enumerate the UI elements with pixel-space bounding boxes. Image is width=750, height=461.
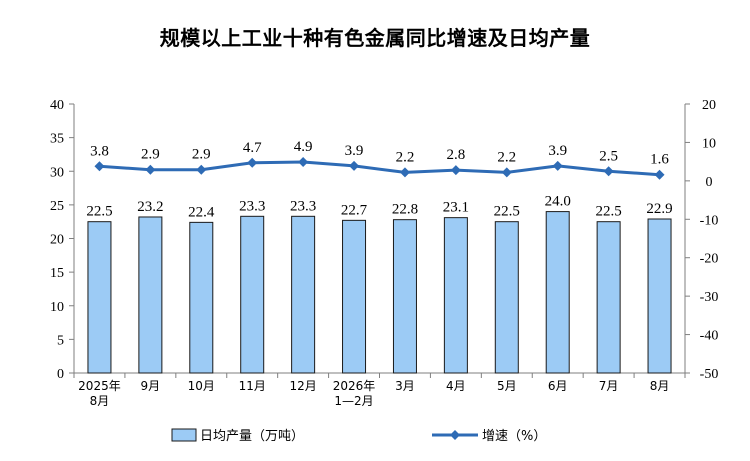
bar — [189, 221, 214, 374]
x-tick-label: 8月 — [90, 394, 110, 408]
bar-data-label: 22.5 — [86, 204, 112, 220]
bar — [494, 221, 519, 374]
line-point — [552, 160, 563, 171]
x-tick-label: 5月 — [497, 379, 517, 393]
line-point — [247, 157, 258, 168]
bar — [291, 215, 316, 374]
line-data-label: 2.2 — [396, 149, 415, 165]
bar-data-label: 22.5 — [596, 204, 622, 220]
x-tick-label: 9月 — [141, 379, 161, 393]
bar-data-label: 23.3 — [290, 198, 316, 214]
line-data-label: 4.9 — [294, 139, 313, 155]
y-left-tick-label: 10 — [50, 300, 64, 315]
x-tick-label: 8月 — [650, 379, 670, 393]
bar — [342, 219, 367, 374]
line-point — [654, 169, 665, 180]
line-data-label: 3.9 — [345, 143, 364, 159]
bar — [545, 211, 570, 374]
line-point — [298, 157, 309, 168]
line-point — [94, 161, 105, 172]
line-point — [196, 164, 207, 175]
x-tick-label: 12月 — [289, 379, 316, 393]
bar-series-layer — [87, 211, 672, 374]
bar-data-label: 22.5 — [494, 204, 520, 220]
bar — [240, 215, 265, 374]
y-right-tick-label: -40 — [700, 329, 719, 344]
line-point — [603, 166, 614, 177]
y-right-tick-label: -10 — [700, 213, 719, 228]
x-tick-label: 11月 — [239, 379, 266, 393]
y-right-tick-label: 20 — [702, 98, 716, 113]
line-data-label: 2.9 — [141, 147, 160, 163]
line-point — [349, 160, 360, 171]
x-tick-label: 2025年 — [78, 379, 121, 393]
bar-data-label: 22.8 — [392, 202, 418, 218]
line-data-label: 2.8 — [447, 147, 466, 163]
y-left-tick-label: 20 — [50, 233, 64, 248]
y-right-tick-label: 10 — [702, 136, 716, 151]
x-tick-label: 7月 — [599, 379, 619, 393]
bar — [443, 217, 468, 374]
y-left-tick-label: 30 — [50, 165, 64, 180]
bar — [138, 216, 163, 374]
growth-line — [99, 160, 660, 177]
chart-title: 规模以上工业十种有色金属同比增速及日均产量 — [159, 26, 591, 50]
bar-data-label: 23.2 — [137, 199, 163, 215]
legend-bar-label: 日均产量（万吨） — [200, 429, 304, 444]
line-data-label: 3.9 — [548, 143, 567, 159]
y-left-tick-label: 35 — [50, 132, 64, 147]
data-labels-layer: 22.5 23.2 22.4 23.3 23.3 22.7 22.8 23.1 22.5 24.0… — [86, 139, 672, 220]
y-right-tick-label: -20 — [700, 252, 719, 267]
bar — [87, 221, 112, 374]
line-point — [501, 167, 512, 178]
x-tick-label: 1—2月 — [334, 394, 373, 408]
line-point — [399, 167, 410, 178]
y-left-tick-label: 40 — [50, 98, 64, 113]
legend-line-marker — [450, 430, 460, 440]
x-tick-label: 4月 — [446, 379, 466, 393]
legend-line-label: 增速（%） — [482, 429, 546, 444]
y-left-tick-label: 5 — [57, 333, 64, 348]
axes-layer: 0 5 10 15 20 25 30 35 40 -50 -40 -30 -20 -10 0 10 20 2025… — [50, 98, 718, 408]
y-right-tick-label: -50 — [700, 367, 719, 382]
y-right-tick-label: -30 — [700, 290, 719, 305]
line-point — [450, 165, 461, 176]
x-tick-label: 6月 — [548, 379, 568, 393]
y-left-tick-label: 15 — [50, 266, 64, 281]
y-left-tick-label: 0 — [57, 367, 64, 382]
legend: 日均产量（万吨） 增速（%） — [171, 428, 546, 444]
legend-bar-swatch — [171, 428, 197, 442]
y-left-tick-label: 25 — [50, 199, 64, 214]
bar — [647, 218, 672, 374]
x-tick-label: 2026年 — [333, 379, 376, 393]
bar-data-label: 22.7 — [341, 202, 368, 218]
bar-data-label: 22.4 — [188, 204, 215, 220]
bar-data-label: 23.1 — [443, 200, 469, 216]
y-right-tick-label: 0 — [706, 175, 713, 190]
line-data-label: 2.2 — [497, 149, 516, 165]
line-data-label: 1.6 — [650, 152, 669, 168]
bar-data-label: 24.0 — [545, 194, 571, 210]
line-data-label: 3.8 — [90, 143, 109, 159]
bar-data-label: 23.3 — [239, 198, 265, 214]
line-data-label: 2.9 — [192, 147, 211, 163]
line-data-label: 2.5 — [599, 148, 618, 164]
line-data-label: 4.7 — [243, 140, 262, 156]
line-point — [145, 164, 156, 175]
line-series-layer — [94, 157, 665, 180]
bar — [596, 221, 621, 374]
bar-data-label: 22.9 — [646, 201, 672, 217]
bar — [392, 219, 417, 374]
x-tick-label: 3月 — [395, 379, 415, 393]
x-tick-label: 10月 — [188, 379, 215, 393]
